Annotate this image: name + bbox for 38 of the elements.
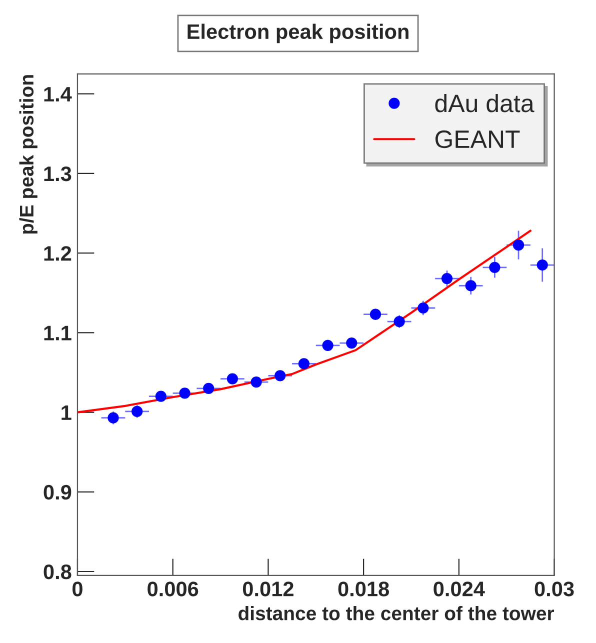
point bbox=[155, 390, 166, 402]
point bbox=[203, 382, 214, 394]
y-axis-title: p/E peak position bbox=[19, 75, 38, 234]
point bbox=[226, 373, 238, 384]
point bbox=[132, 406, 143, 418]
point bbox=[465, 280, 476, 292]
y-tick-label: 1 bbox=[62, 406, 72, 420]
legend-label: dAu data bbox=[435, 94, 534, 112]
point bbox=[394, 316, 405, 328]
point bbox=[536, 259, 548, 271]
point bbox=[274, 370, 286, 382]
point bbox=[512, 240, 524, 251]
x-tick-label: 0.012 bbox=[242, 582, 294, 596]
x-tick-label: 0.018 bbox=[338, 582, 389, 596]
line-series bbox=[77, 230, 532, 414]
point bbox=[489, 262, 500, 273]
point bbox=[108, 412, 119, 424]
y-tick-label: 1.3 bbox=[44, 166, 72, 182]
x-tick-label: 0.006 bbox=[148, 582, 198, 596]
point bbox=[370, 308, 382, 320]
point bbox=[441, 272, 453, 284]
x-tick-label: 0.024 bbox=[434, 582, 485, 596]
x-tick-label: 0 bbox=[72, 582, 82, 596]
y-tick-label: 1.2 bbox=[44, 246, 72, 261]
point bbox=[298, 358, 310, 370]
x-axis-title: distance to the center of the tower bbox=[238, 606, 554, 620]
legend-label: GEANT bbox=[435, 130, 520, 148]
x-tick-label: 0.03 bbox=[534, 582, 574, 596]
y-tick-label: 0.9 bbox=[44, 484, 72, 500]
point bbox=[346, 337, 358, 349]
y-tick-label: 1.1 bbox=[44, 326, 72, 340]
point bbox=[322, 340, 334, 351]
point bbox=[418, 302, 429, 314]
chart-title: Electron peak position bbox=[188, 24, 408, 44]
point bbox=[179, 388, 190, 399]
y-tick-label: 1.4 bbox=[44, 87, 72, 102]
y-tick-label: 0.8 bbox=[44, 564, 72, 580]
point bbox=[250, 376, 262, 388]
